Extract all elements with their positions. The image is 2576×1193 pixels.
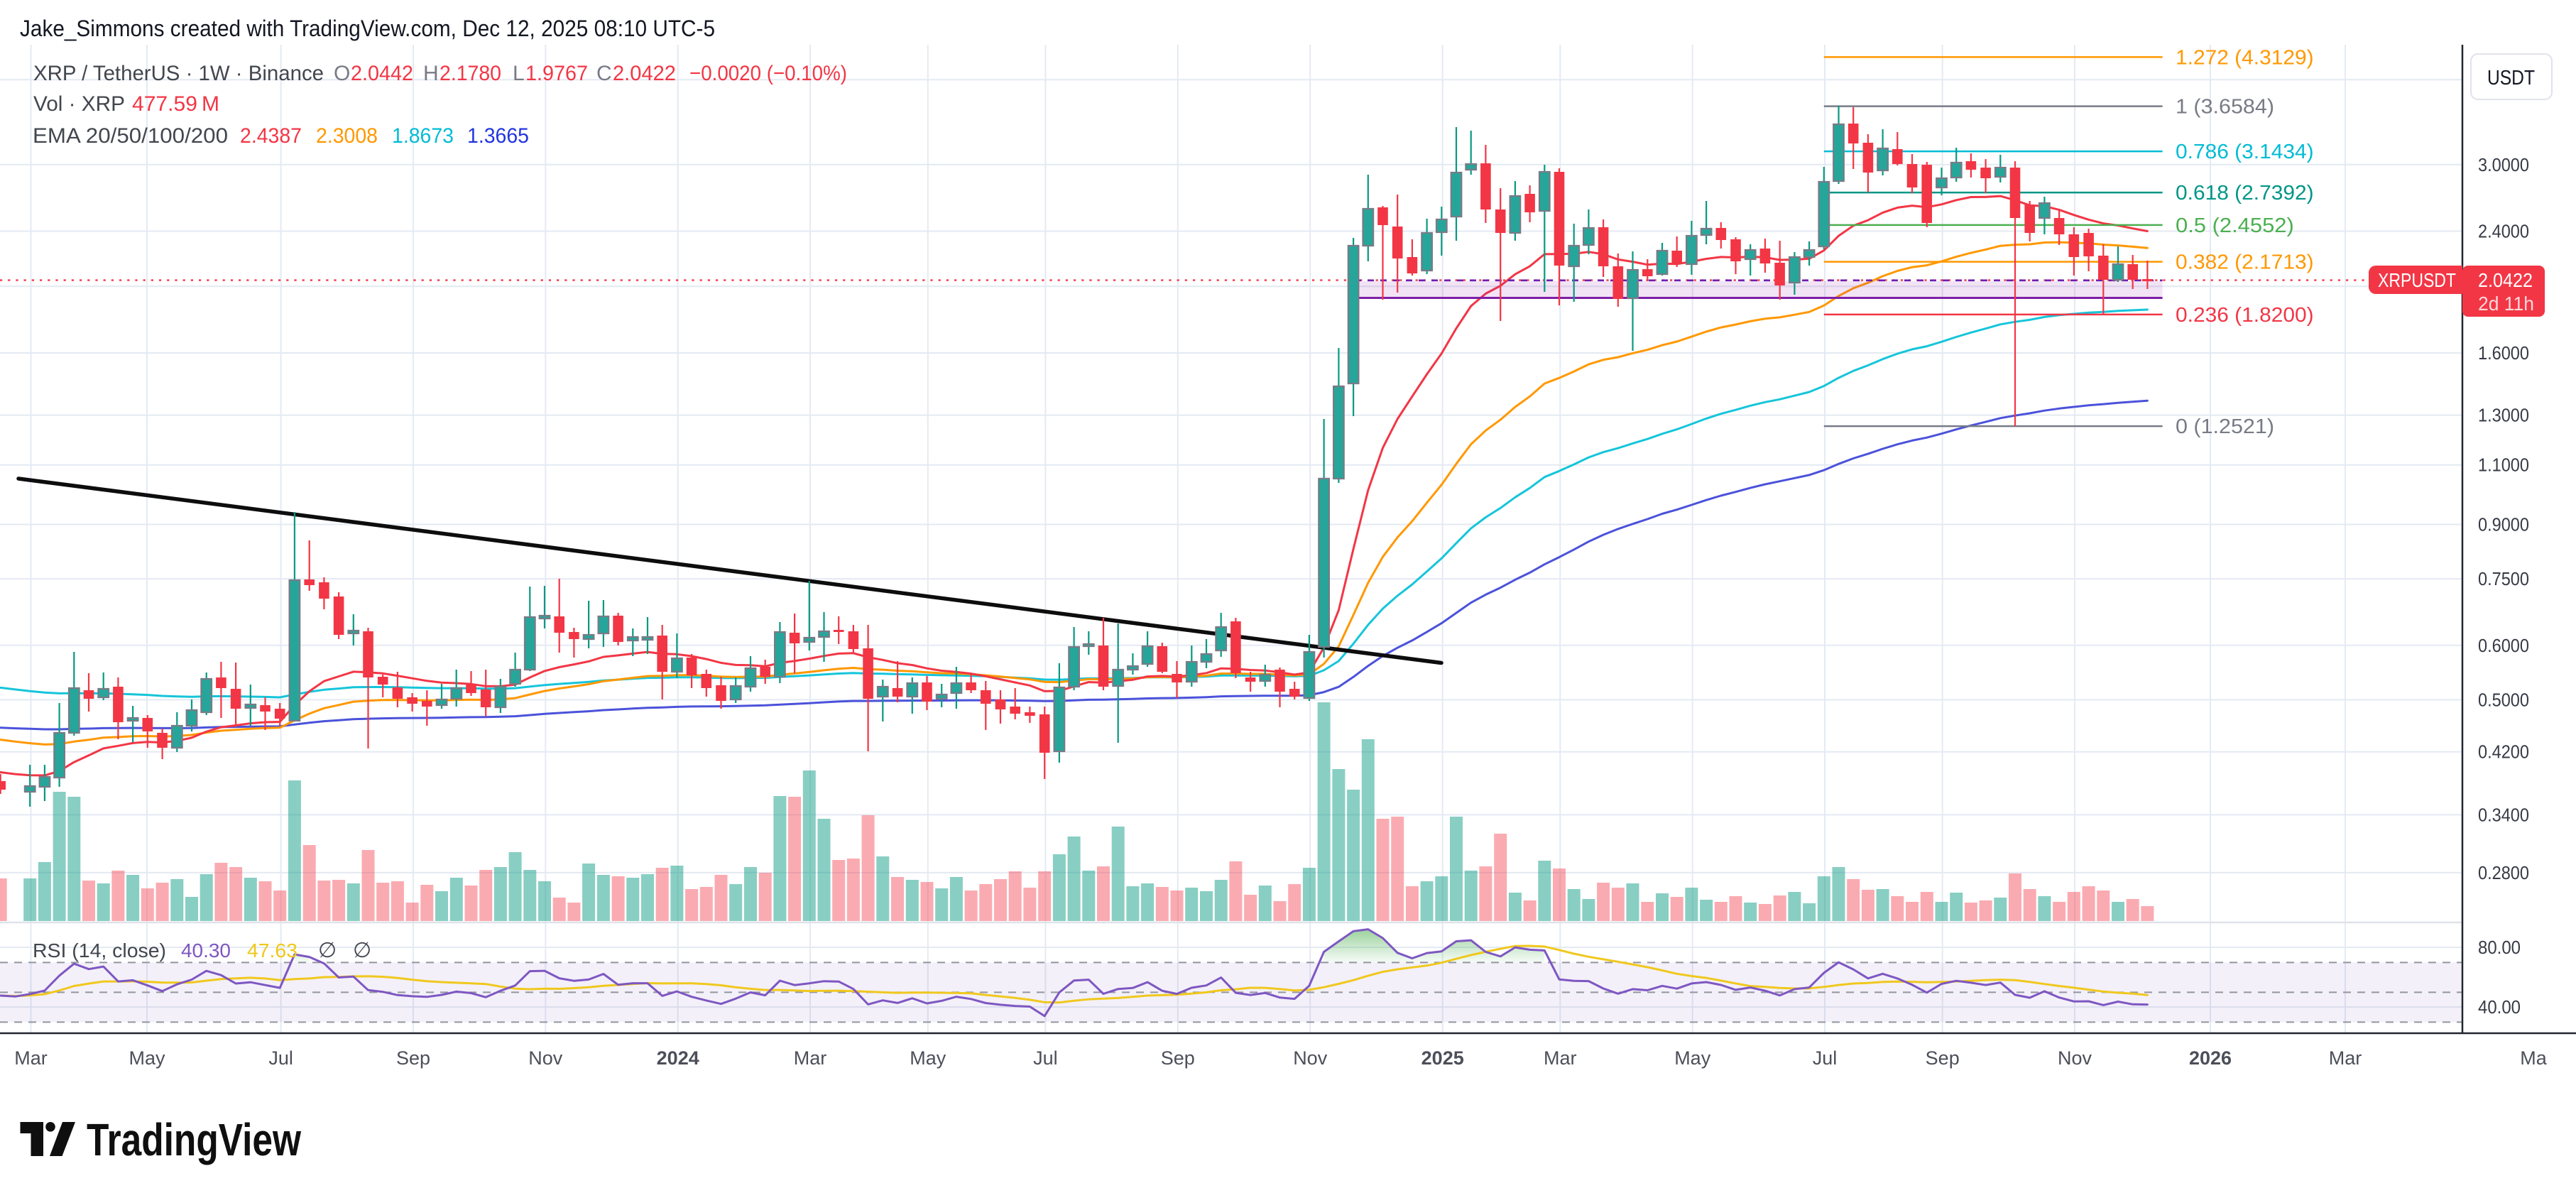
svg-text:0.5 (2.4552): 0.5 (2.4552): [2176, 214, 2294, 237]
svg-text:80.00: 80.00: [2478, 937, 2521, 958]
svg-text:May: May: [1674, 1047, 1711, 1069]
svg-text:2.1780: 2.1780: [440, 62, 501, 85]
svg-text:1 (3.6584): 1 (3.6584): [2176, 96, 2274, 119]
svg-text:1.8673: 1.8673: [392, 124, 454, 148]
svg-text:2026: 2026: [2189, 1047, 2232, 1069]
svg-text:L: L: [513, 62, 525, 85]
svg-text:0.4200: 0.4200: [2478, 741, 2529, 763]
svg-text:O: O: [334, 62, 350, 85]
svg-text:Mar: Mar: [794, 1047, 827, 1069]
svg-text:TradingView: TradingView: [87, 1114, 301, 1165]
svg-text:0.2800: 0.2800: [2478, 862, 2529, 883]
svg-text:XRPUSDT: XRPUSDT: [2378, 269, 2456, 291]
svg-text:1.3665: 1.3665: [467, 124, 529, 148]
svg-text:0.3400: 0.3400: [2478, 804, 2529, 825]
svg-text:−0.0020 (−0.10%): −0.0020 (−0.10%): [689, 62, 847, 85]
svg-text:2024: 2024: [657, 1047, 699, 1069]
svg-text:∅: ∅: [318, 939, 337, 962]
svg-text:0.9000: 0.9000: [2478, 514, 2529, 535]
svg-text:Mar: Mar: [14, 1047, 48, 1069]
svg-text:Jul: Jul: [268, 1047, 293, 1069]
svg-text:Jul: Jul: [1813, 1047, 1838, 1069]
svg-text:1.1000: 1.1000: [2478, 454, 2529, 476]
svg-text:Sep: Sep: [396, 1047, 430, 1069]
svg-text:0.7500: 0.7500: [2478, 568, 2529, 589]
svg-text:C: C: [596, 62, 612, 85]
svg-text:Sep: Sep: [1161, 1047, 1195, 1069]
svg-text:2.0442: 2.0442: [351, 62, 413, 85]
svg-text:0.382 (2.1713): 0.382 (2.1713): [2176, 251, 2314, 274]
svg-text:Nov: Nov: [2058, 1047, 2092, 1069]
svg-text:∅: ∅: [353, 939, 371, 962]
svg-text:1.272 (4.3129): 1.272 (4.3129): [2176, 46, 2314, 69]
svg-text:2.3008: 2.3008: [316, 124, 378, 148]
svg-text:Sep: Sep: [1926, 1047, 1960, 1069]
svg-text:USDT: USDT: [2487, 67, 2535, 89]
svg-text:0.236 (1.8200): 0.236 (1.8200): [2176, 304, 2314, 327]
svg-text:40.00: 40.00: [2478, 996, 2521, 1018]
svg-text:Nov: Nov: [1293, 1047, 1328, 1069]
svg-text:Jul: Jul: [1033, 1047, 1058, 1069]
svg-text:2d 11h: 2d 11h: [2478, 293, 2534, 315]
svg-text:477.59 M: 477.59 M: [132, 92, 219, 116]
svg-text:Vol · XRP: Vol · XRP: [33, 92, 125, 116]
svg-text:0 (1.2521): 0 (1.2521): [2176, 415, 2274, 438]
svg-text:XRP / TetherUS · 1W · Binance: XRP / TetherUS · 1W · Binance: [33, 62, 324, 85]
svg-text:Ma: Ma: [2520, 1047, 2547, 1069]
svg-text:May: May: [129, 1047, 165, 1069]
svg-text:3.0000: 3.0000: [2478, 154, 2529, 175]
svg-text:Jake_Simmons created with Trad: Jake_Simmons created with TradingView.co…: [20, 16, 715, 41]
svg-text:May: May: [910, 1047, 946, 1069]
svg-text:RSI (14, close): RSI (14, close): [33, 939, 166, 962]
svg-text:2025: 2025: [1421, 1047, 1464, 1069]
svg-text:Nov: Nov: [528, 1047, 563, 1069]
svg-text:0.618 (2.7392): 0.618 (2.7392): [2176, 182, 2314, 205]
svg-text:Mar: Mar: [2329, 1047, 2362, 1069]
svg-text:1.3000: 1.3000: [2478, 405, 2529, 426]
svg-text:H: H: [423, 62, 439, 85]
svg-text:EMA 20/50/100/200: EMA 20/50/100/200: [33, 124, 228, 148]
svg-text:2.0422: 2.0422: [613, 62, 676, 85]
svg-text:1.9767: 1.9767: [525, 62, 588, 85]
svg-text:2.4000: 2.4000: [2478, 221, 2529, 242]
svg-text:2.0422: 2.0422: [2478, 269, 2533, 291]
svg-text:0.786 (3.1434): 0.786 (3.1434): [2176, 141, 2314, 163]
svg-text:0.5000: 0.5000: [2478, 689, 2529, 710]
svg-text:0.6000: 0.6000: [2478, 635, 2529, 656]
svg-text:Mar: Mar: [1544, 1047, 1577, 1069]
svg-text:40.30: 40.30: [181, 939, 231, 962]
svg-text:47.63: 47.63: [247, 939, 298, 962]
svg-text:2.4387: 2.4387: [240, 124, 302, 148]
svg-text:1.6000: 1.6000: [2478, 342, 2529, 364]
